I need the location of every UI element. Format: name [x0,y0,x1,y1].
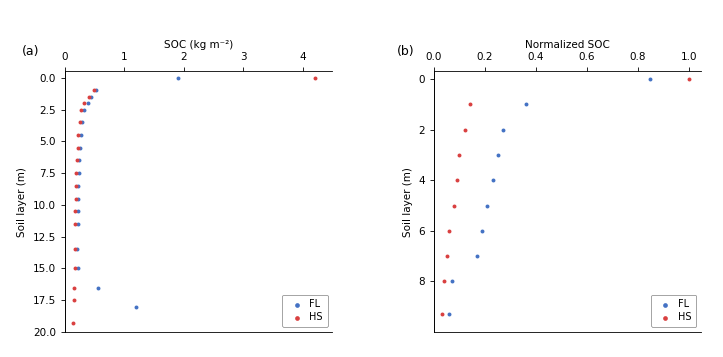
FL [71,247,82,252]
HS [72,132,84,138]
HS [441,253,453,259]
FL [85,94,97,100]
FL [446,278,458,284]
Text: (b): (b) [396,45,414,58]
HS [69,208,81,214]
FL [72,266,83,271]
FL [476,228,488,234]
HS [71,157,82,163]
FL [90,87,102,93]
HS [68,297,80,303]
Legend: FL, HS: FL, HS [282,295,328,327]
HS [448,203,460,208]
HS [69,247,80,252]
FL [74,157,85,163]
HS [453,152,465,158]
FL [72,208,83,214]
HS [72,145,83,151]
HS [459,127,471,132]
X-axis label: Normalized SOC: Normalized SOC [525,40,610,50]
HS [83,94,95,100]
HS [69,266,80,271]
FL [172,75,184,81]
FL [443,311,455,317]
HS [87,87,99,93]
HS [69,221,81,227]
FL [471,253,483,259]
FL [72,196,84,201]
Y-axis label: Soil layer (m): Soil layer (m) [17,167,27,237]
FL [482,203,493,208]
HS [71,170,82,176]
HS [683,76,694,82]
FL [73,170,85,176]
FL [76,119,87,125]
FL [72,183,84,188]
HS [464,101,476,107]
HS [443,228,455,234]
HS [74,119,86,125]
HS [67,320,79,326]
FL [645,76,656,82]
HS [436,311,448,317]
FL [74,132,86,138]
FL [74,145,86,151]
FL [72,221,83,227]
HS [451,177,463,183]
HS [70,183,82,188]
FL [487,177,498,183]
HS [309,75,320,81]
FL [520,101,531,107]
FL [131,304,142,310]
Legend: FL, HS: FL, HS [651,295,696,327]
FL [82,100,93,106]
Y-axis label: Soil layer (m): Soil layer (m) [403,167,413,237]
HS [78,100,90,106]
HS [68,285,80,290]
Text: (a): (a) [22,45,40,58]
X-axis label: SOC (kg m⁻²): SOC (kg m⁻²) [164,40,234,50]
FL [78,107,90,112]
HS [75,107,87,112]
FL [497,127,508,132]
FL [492,152,503,158]
HS [70,196,82,201]
FL [279,320,291,326]
HS [438,278,450,284]
FL [92,285,103,290]
